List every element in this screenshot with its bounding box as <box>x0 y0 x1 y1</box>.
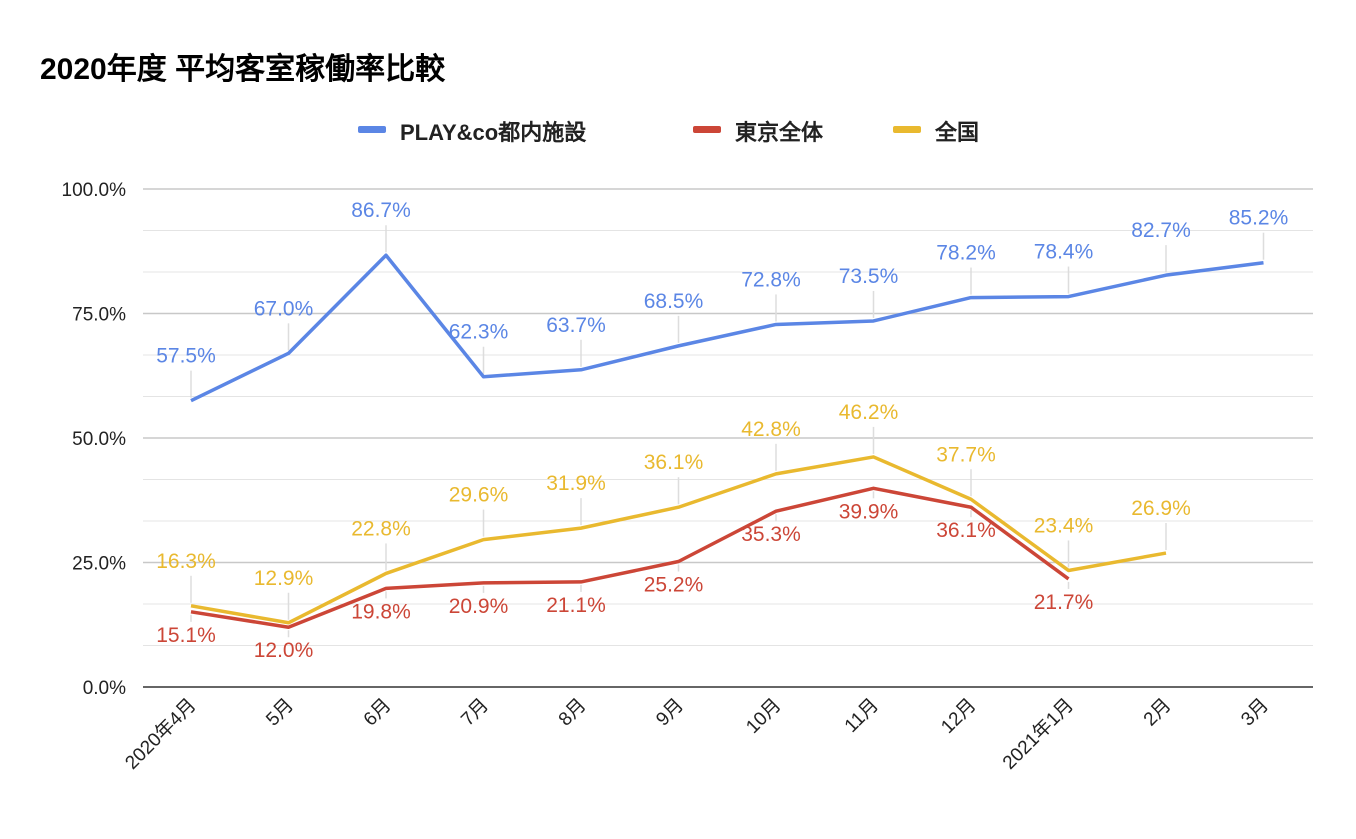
data-label: 12.9% <box>254 567 314 590</box>
series-line <box>190 455 1167 625</box>
data-label: 82.7% <box>1131 219 1191 242</box>
y-tick-label: 25.0% <box>72 554 126 575</box>
data-label: 35.3% <box>741 523 801 546</box>
data-label: 42.8% <box>741 418 801 441</box>
y-tick-label: 50.0% <box>72 429 126 450</box>
data-label: 36.1% <box>936 519 996 542</box>
data-label: 63.7% <box>546 314 606 337</box>
data-label: 36.1% <box>644 451 704 474</box>
data-label: 15.1% <box>156 624 216 647</box>
data-label: 21.1% <box>546 594 606 617</box>
chart-title: 2020年度 平均客室稼働率比較 <box>40 53 446 86</box>
legend-swatch <box>893 126 921 133</box>
legend-label: PLAY&co都内施設 <box>400 120 587 145</box>
data-label: 26.9% <box>1131 497 1191 520</box>
data-label: 16.3% <box>156 550 216 573</box>
legend-swatch <box>693 126 721 133</box>
data-label: 39.9% <box>839 500 899 523</box>
data-label: 72.8% <box>741 268 801 291</box>
x-tick-label: 10月 <box>742 695 785 738</box>
data-label: 37.7% <box>936 443 996 466</box>
legend-swatch <box>358 126 386 133</box>
data-label: 20.9% <box>449 595 509 618</box>
data-label: 46.2% <box>839 401 899 424</box>
data-label: 68.5% <box>644 290 704 313</box>
data-label: 73.5% <box>839 265 899 288</box>
data-label: 23.4% <box>1034 514 1094 537</box>
y-tick-label: 100.0% <box>62 180 127 201</box>
x-tick-label: 9月 <box>652 695 688 731</box>
legend-label: 全国 <box>934 120 979 145</box>
x-tick-label: 8月 <box>555 695 591 731</box>
data-label: 78.4% <box>1034 241 1094 264</box>
data-label: 21.7% <box>1034 591 1094 614</box>
x-tick-label: 7月 <box>457 695 493 731</box>
data-label: 85.2% <box>1229 207 1289 230</box>
x-tick-label: 3月 <box>1237 695 1273 731</box>
x-tick-label: 2020年4月 <box>121 694 201 774</box>
series-line <box>190 253 1264 403</box>
data-label: 78.2% <box>936 242 996 265</box>
data-label: 25.2% <box>644 574 704 597</box>
x-tick-label: 5月 <box>262 695 298 731</box>
data-label: 57.5% <box>156 345 216 368</box>
legend-label: 東京全体 <box>735 120 824 145</box>
data-label: 86.7% <box>351 199 411 222</box>
data-label: 29.6% <box>449 484 509 507</box>
data-label: 19.8% <box>351 600 411 623</box>
y-tick-label: 0.0% <box>83 678 126 699</box>
data-label: 67.0% <box>254 297 314 320</box>
x-tick-label: 12月 <box>937 695 980 738</box>
data-label: 22.8% <box>351 517 411 540</box>
x-tick-label: 2月 <box>1140 695 1176 731</box>
data-label: 12.0% <box>254 639 314 662</box>
series-line <box>190 486 1070 629</box>
x-tick-label: 2021年1月 <box>998 694 1078 774</box>
data-label: 31.9% <box>546 472 606 495</box>
data-label: 62.3% <box>449 321 509 344</box>
x-tick-label: 11月 <box>841 695 883 737</box>
y-tick-label: 75.0% <box>72 305 126 326</box>
x-tick-label: 6月 <box>360 695 396 731</box>
